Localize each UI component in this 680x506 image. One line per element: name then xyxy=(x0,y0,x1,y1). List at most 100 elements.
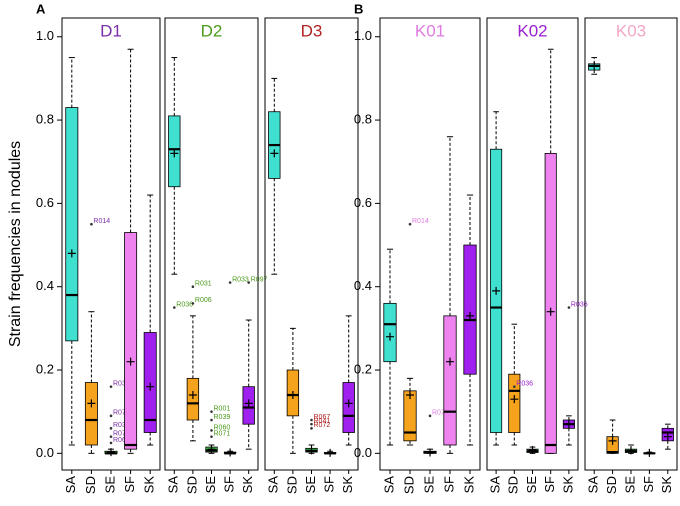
outlier-label: R041 xyxy=(314,418,331,425)
outlier xyxy=(109,435,113,438)
outlier xyxy=(173,306,176,309)
x-tick-label: SD xyxy=(506,476,521,494)
outlier xyxy=(210,435,213,438)
mean-marker xyxy=(663,432,672,441)
x-tick-label: SE xyxy=(622,476,637,494)
outlier-label: R014 xyxy=(93,218,110,225)
box xyxy=(403,390,417,442)
box xyxy=(84,382,98,446)
x-tick-label: SK xyxy=(340,476,355,494)
y-tick-label: 0.8 xyxy=(354,112,372,127)
outlier-label: R060 xyxy=(214,424,231,431)
x-tick-label: SF xyxy=(322,476,337,493)
x-tick-label: SF xyxy=(641,476,656,493)
x-tick-label: SD xyxy=(604,476,619,494)
mean-marker xyxy=(126,357,135,366)
outlier-label: R014 xyxy=(412,218,429,225)
x-tick-label: SF xyxy=(122,476,137,493)
outlier xyxy=(310,427,313,430)
mean-marker xyxy=(564,420,573,429)
mean-marker xyxy=(528,446,537,455)
x-tick-label: SF xyxy=(441,476,456,493)
x-tick-label: SE xyxy=(524,476,539,494)
y-tick-label: 0.4 xyxy=(36,278,54,293)
mean-marker xyxy=(590,61,599,70)
mean-marker xyxy=(344,399,353,408)
y-tick-label: 1.0 xyxy=(354,28,372,43)
outlier xyxy=(310,418,313,422)
y-tick-label: 0.0 xyxy=(354,445,372,460)
outlier-label: R031 xyxy=(195,281,212,288)
mean-marker xyxy=(188,391,197,400)
x-tick-label: SA xyxy=(166,476,181,494)
x-tick-label: SD xyxy=(184,476,199,494)
mean-marker xyxy=(288,391,297,400)
y-tick-label: 1.0 xyxy=(36,28,54,43)
mean-marker xyxy=(492,286,501,295)
outlier xyxy=(210,410,213,413)
x-tick-label: SD xyxy=(83,476,98,494)
mean-marker xyxy=(426,448,434,457)
mean-marker xyxy=(170,149,179,158)
panel-title: D3 xyxy=(301,21,323,40)
box xyxy=(383,302,397,363)
outlier-label: R067 xyxy=(314,414,331,421)
box xyxy=(606,436,619,454)
x-tick-label: SK xyxy=(560,476,575,494)
mean-marker xyxy=(226,448,235,457)
mean-marker xyxy=(406,391,414,400)
outlier-label: R072 xyxy=(314,422,331,429)
y-tick-label: 0.2 xyxy=(354,361,372,376)
outlier xyxy=(210,429,213,432)
box xyxy=(143,332,157,433)
mean-marker xyxy=(546,307,555,316)
mean-marker xyxy=(627,446,635,455)
box xyxy=(508,373,521,433)
panel-title: K03 xyxy=(616,21,646,40)
outlier-label: R097 xyxy=(251,276,268,283)
outlier xyxy=(567,306,571,309)
mean-marker xyxy=(87,399,96,408)
mean-marker xyxy=(67,249,76,258)
outlier xyxy=(228,281,232,284)
outlier xyxy=(247,281,250,284)
mean-marker xyxy=(207,445,216,454)
panel-title: D2 xyxy=(201,21,223,40)
mean-marker xyxy=(466,311,474,320)
y-axis-label: Strain frequencies in nodules xyxy=(7,141,24,347)
box xyxy=(65,107,79,342)
outlier-label: R036 xyxy=(113,381,130,388)
outlier xyxy=(310,422,313,426)
outlier-label: R036 xyxy=(176,301,193,308)
x-tick-label: SD xyxy=(401,476,416,494)
panel-frame xyxy=(379,17,481,471)
x-tick-label: SK xyxy=(659,476,674,494)
panel-title: K02 xyxy=(517,21,547,40)
outlier-label: R036 xyxy=(571,301,588,308)
x-tick-label: SE xyxy=(303,476,318,494)
y-tick-label: 0.0 xyxy=(36,445,54,460)
x-tick-label: SE xyxy=(102,476,117,494)
outlier xyxy=(428,414,432,418)
outlier xyxy=(191,302,195,305)
y-tick-label: 0.2 xyxy=(36,361,54,376)
x-tick-label: SA xyxy=(586,476,601,494)
x-tick-label: SA xyxy=(381,476,396,494)
mean-marker xyxy=(386,332,394,341)
x-tick-label: SF xyxy=(222,476,237,493)
x-tick-label: SA xyxy=(488,476,503,494)
mean-marker xyxy=(244,399,253,408)
outlier-label: R035 xyxy=(113,422,130,429)
outlier-label: R075 xyxy=(113,410,130,417)
outlier-label: R039 xyxy=(214,414,231,421)
outlier-label: R075 xyxy=(432,410,449,417)
mean-marker xyxy=(645,448,654,457)
panel-label: B xyxy=(354,1,363,16)
box xyxy=(186,377,200,421)
mean-marker xyxy=(107,448,115,457)
outlier xyxy=(513,385,516,388)
x-tick-label: SE xyxy=(203,476,218,494)
box xyxy=(342,382,355,433)
